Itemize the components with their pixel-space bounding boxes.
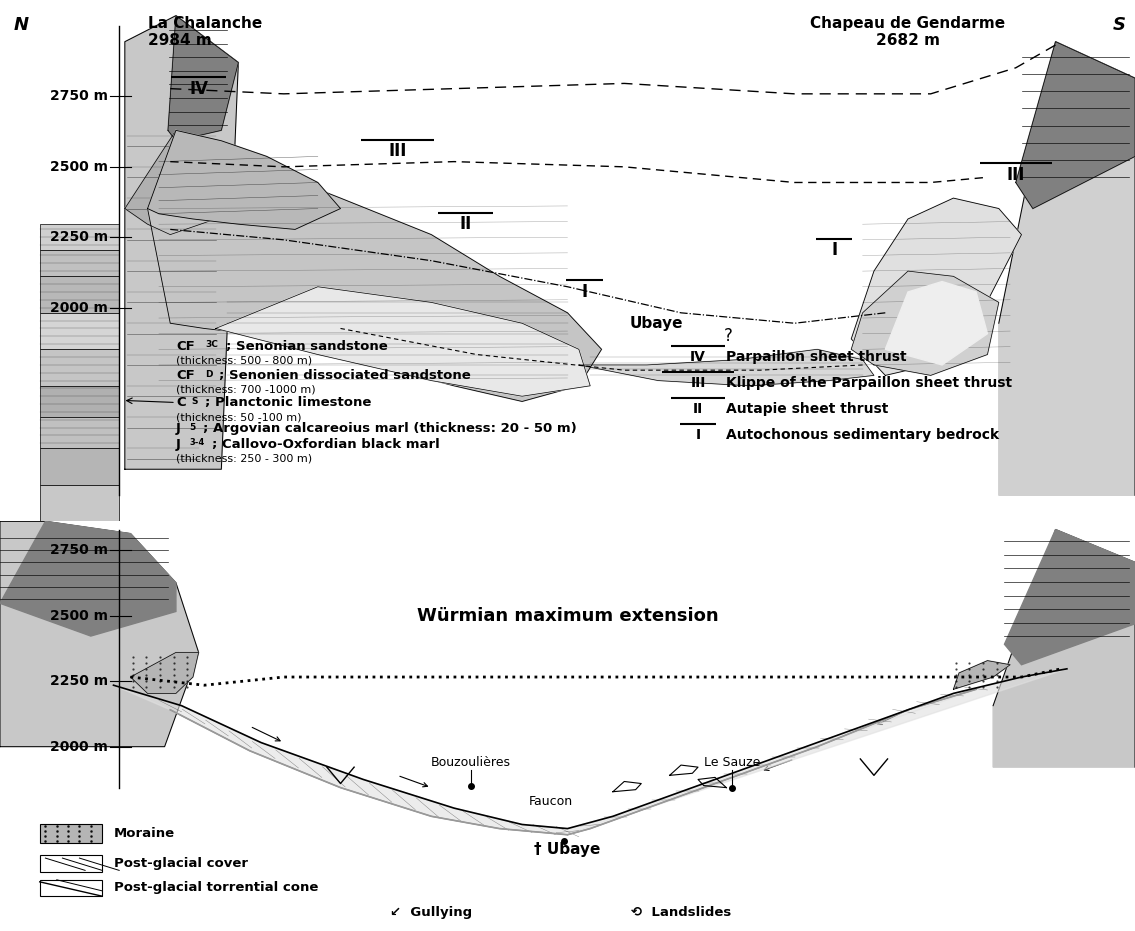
- Polygon shape: [953, 661, 1010, 689]
- Polygon shape: [999, 42, 1135, 495]
- Text: CF: CF: [176, 370, 195, 383]
- Polygon shape: [0, 521, 199, 747]
- Bar: [40, 880, 102, 897]
- Text: 2750 m: 2750 m: [50, 543, 108, 557]
- Polygon shape: [125, 130, 238, 235]
- Text: 2250 m: 2250 m: [50, 230, 108, 244]
- Text: CF: CF: [176, 340, 195, 353]
- Polygon shape: [114, 668, 1067, 835]
- Text: Ubaye: Ubaye: [630, 316, 683, 331]
- Polygon shape: [216, 287, 590, 397]
- Text: S: S: [1113, 16, 1126, 34]
- Text: ?: ?: [724, 328, 733, 345]
- Text: ; Senonien dissociated sandstone: ; Senonien dissociated sandstone: [219, 370, 471, 383]
- Text: (thickness: 50 -100 m): (thickness: 50 -100 m): [176, 412, 302, 422]
- Text: I: I: [831, 241, 838, 259]
- Text: IV: IV: [690, 350, 706, 364]
- Text: II: II: [460, 215, 471, 233]
- Text: Würmian maximum extension: Würmian maximum extension: [417, 607, 718, 625]
- Text: III: III: [1007, 166, 1025, 183]
- Text: Post-glacial cover: Post-glacial cover: [114, 857, 247, 870]
- Polygon shape: [885, 281, 987, 365]
- Text: Klippe of the Parpaillon sheet thrust: Klippe of the Parpaillon sheet thrust: [726, 376, 1012, 390]
- Polygon shape: [851, 198, 1022, 375]
- Text: J: J: [176, 438, 180, 451]
- Text: Parpaillon sheet thrust: Parpaillon sheet thrust: [726, 350, 907, 364]
- Text: N: N: [14, 16, 28, 34]
- Text: Chapeau de Gendarme
2682 m: Chapeau de Gendarme 2682 m: [810, 16, 1006, 48]
- Bar: [40, 224, 119, 250]
- Text: J: J: [176, 422, 180, 435]
- Bar: [40, 385, 119, 417]
- Polygon shape: [168, 16, 238, 141]
- Text: IV: IV: [190, 80, 208, 98]
- Text: La Chalanche
2984 m: La Chalanche 2984 m: [148, 16, 262, 48]
- Polygon shape: [1004, 530, 1135, 665]
- Text: Faucon: Faucon: [529, 795, 572, 808]
- Bar: [40, 349, 119, 385]
- Polygon shape: [0, 521, 176, 636]
- Text: † Ubaye: † Ubaye: [535, 842, 600, 857]
- Text: Moraine: Moraine: [114, 828, 175, 841]
- Text: Autochonous sedimentary bedrock: Autochonous sedimentary bedrock: [726, 428, 1000, 442]
- Bar: [40, 449, 119, 485]
- Text: 2750 m: 2750 m: [50, 89, 108, 103]
- Text: 5: 5: [190, 423, 196, 432]
- Polygon shape: [131, 653, 199, 694]
- Text: Post-glacial torrential cone: Post-glacial torrential cone: [114, 882, 318, 895]
- Text: (thickness: 700 -1000 m): (thickness: 700 -1000 m): [176, 385, 316, 395]
- Text: 2500 m: 2500 m: [50, 160, 108, 174]
- Text: II: II: [692, 402, 704, 416]
- Text: S: S: [192, 397, 199, 406]
- Polygon shape: [148, 130, 340, 229]
- Text: ↙  Gullying: ↙ Gullying: [390, 906, 472, 919]
- Text: ; Callovo-Oxfordian black marl: ; Callovo-Oxfordian black marl: [212, 438, 440, 451]
- Text: D: D: [205, 370, 213, 379]
- Bar: [40, 250, 119, 277]
- Polygon shape: [993, 530, 1135, 767]
- Bar: [40, 485, 119, 521]
- Polygon shape: [579, 349, 874, 385]
- Text: (thickness: 250 - 300 m): (thickness: 250 - 300 m): [176, 453, 312, 464]
- Text: ; Senonian sandstone: ; Senonian sandstone: [226, 340, 388, 353]
- Text: ⟲  Landslides: ⟲ Landslides: [631, 906, 731, 919]
- Text: (thickness: 500 - 800 m): (thickness: 500 - 800 m): [176, 356, 312, 366]
- Text: ; Argovian calcareoius marl (thickness: 20 - 50 m): ; Argovian calcareoius marl (thickness: …: [203, 422, 577, 435]
- Bar: [40, 825, 102, 843]
- Text: 2000 m: 2000 m: [50, 301, 108, 315]
- Polygon shape: [148, 167, 602, 401]
- Bar: [40, 277, 119, 313]
- Text: ; Planctonic limestone: ; Planctonic limestone: [205, 396, 372, 409]
- Polygon shape: [1016, 42, 1135, 209]
- Text: Autapie sheet thrust: Autapie sheet thrust: [726, 402, 889, 416]
- Text: 2000 m: 2000 m: [50, 739, 108, 754]
- Polygon shape: [125, 16, 238, 469]
- Text: 3-4: 3-4: [190, 439, 204, 447]
- Text: I: I: [581, 283, 588, 301]
- Text: 3C: 3C: [205, 341, 218, 349]
- Polygon shape: [851, 271, 999, 375]
- Text: C: C: [176, 396, 185, 409]
- Text: I: I: [696, 428, 700, 442]
- Bar: [40, 417, 119, 449]
- Text: 2250 m: 2250 m: [50, 674, 108, 688]
- Text: III: III: [690, 376, 706, 390]
- Text: Le Sauze: Le Sauze: [704, 756, 760, 769]
- Text: Bouzoulières: Bouzoulières: [431, 756, 511, 769]
- Text: 2500 m: 2500 m: [50, 609, 108, 623]
- Bar: [40, 313, 119, 349]
- Bar: [40, 856, 102, 871]
- Text: III: III: [388, 142, 406, 160]
